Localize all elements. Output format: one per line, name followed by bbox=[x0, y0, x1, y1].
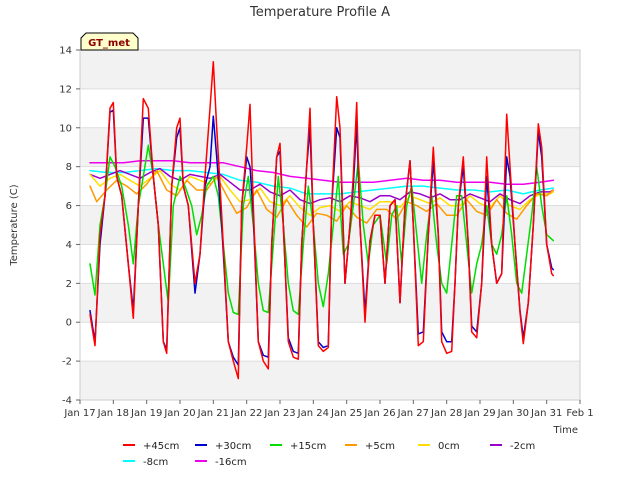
x-tick-label: Jan 27 bbox=[397, 408, 429, 419]
plot-band bbox=[80, 88, 580, 128]
legend-label: -2cm bbox=[510, 441, 535, 452]
plot-band bbox=[80, 205, 580, 245]
legend-label: +45cm bbox=[143, 441, 179, 452]
legend-item: +5cm bbox=[345, 441, 395, 452]
x-tick-label: Jan 18 bbox=[97, 408, 129, 419]
legend-item: +15cm bbox=[270, 441, 326, 452]
x-tick-label: Jan 21 bbox=[197, 408, 229, 419]
y-tick-label: -4 bbox=[62, 396, 72, 407]
x-tick-label: Jan 28 bbox=[430, 408, 462, 419]
legend-label: +15cm bbox=[290, 441, 326, 452]
y-axis-title: Temperature (C) bbox=[9, 184, 20, 266]
y-tick-label: 0 bbox=[66, 318, 72, 329]
x-tick-label: Jan 31 bbox=[530, 408, 562, 419]
series-line-0cm bbox=[89, 169, 555, 217]
x-tick-label: Jan 26 bbox=[363, 408, 395, 419]
x-axis-title: Time bbox=[553, 425, 578, 436]
legend-label: +30cm bbox=[215, 441, 251, 452]
y-tick-label: 2 bbox=[66, 279, 72, 290]
y-tick-label: 12 bbox=[59, 84, 72, 95]
series-line-2cm bbox=[89, 167, 555, 205]
x-tick-label: Feb 1 bbox=[566, 408, 593, 419]
plot-background-bands bbox=[80, 50, 580, 400]
legend-label: +5cm bbox=[365, 441, 395, 452]
x-tick-label: Jan 23 bbox=[263, 408, 295, 419]
x-axis-ticks: Jan 17 Jan 18 Jan 19 Jan 20 Jan 21 Jan 22 Jan … bbox=[63, 400, 594, 419]
plot-frame bbox=[79, 49, 581, 401]
y-tick-label: 8 bbox=[66, 162, 72, 173]
badge-label: GT_met bbox=[88, 38, 130, 49]
gt-met-badge: GT_met bbox=[80, 32, 139, 51]
series-layer bbox=[89, 60, 555, 380]
x-tick-label: Jan 20 bbox=[163, 408, 195, 419]
legend-label: -16cm bbox=[215, 457, 247, 468]
legend-label: 0cm bbox=[438, 441, 460, 452]
legend-item: +45cm bbox=[123, 441, 179, 452]
series-line-5cm bbox=[89, 169, 555, 228]
series-line-8cm bbox=[89, 167, 555, 195]
series-line-45cm bbox=[89, 60, 555, 380]
x-tick-label: Jan 22 bbox=[230, 408, 262, 419]
legend-label: -8cm bbox=[143, 457, 168, 468]
y-axis-ticks: -4 -2 0 2 4 6 8 10 12 14 bbox=[59, 46, 80, 407]
y-tick-label: -2 bbox=[62, 357, 72, 368]
legend-item: 0cm bbox=[418, 441, 460, 452]
x-tick-label: Jan 24 bbox=[297, 408, 329, 419]
plot-band bbox=[80, 322, 580, 362]
legend-item: -2cm bbox=[490, 441, 535, 452]
legend-item: +30cm bbox=[195, 441, 251, 452]
legend-item: -8cm bbox=[123, 457, 168, 468]
plot-band bbox=[80, 50, 580, 89]
y-tick-label: 14 bbox=[59, 46, 72, 57]
series-line-16cm bbox=[89, 160, 555, 185]
badge-shape bbox=[80, 32, 139, 51]
y-tick-label: 10 bbox=[59, 123, 72, 134]
x-tick-label: Jan 19 bbox=[130, 408, 162, 419]
legend: +45cm +30cm +15cm +5cm 0cm -2cm -8cm -16cm bbox=[123, 441, 535, 468]
chart-title: Temperature Profile A bbox=[249, 5, 390, 20]
x-tick-label: Jan 25 bbox=[330, 408, 362, 419]
y-tick-label: 4 bbox=[66, 240, 72, 251]
x-tick-label: Jan 29 bbox=[463, 408, 495, 419]
x-tick-label: Jan 30 bbox=[497, 408, 529, 419]
plot-band bbox=[80, 361, 580, 400]
y-tick-label: 6 bbox=[66, 201, 72, 212]
x-tick-label: Jan 17 bbox=[63, 408, 95, 419]
legend-item: -16cm bbox=[195, 457, 247, 468]
